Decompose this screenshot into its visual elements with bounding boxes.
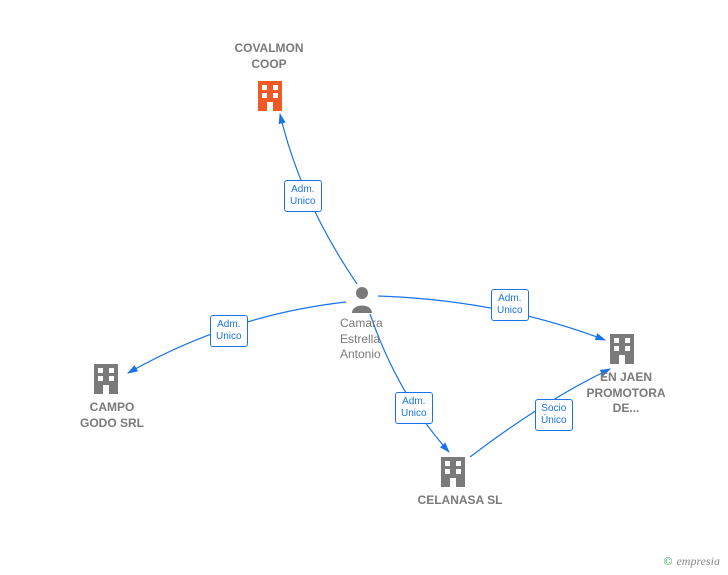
building-icon-celanasa bbox=[437, 453, 469, 489]
building-icon-covalmon bbox=[254, 77, 286, 113]
edge-badge-2: Adm. Unico bbox=[395, 392, 433, 424]
copyright-symbol: © bbox=[663, 554, 672, 568]
watermark: © empresia bbox=[663, 554, 720, 569]
node-label-campo: CAMPO GODO SRL bbox=[72, 400, 152, 431]
node-label-covalmon: COVALMON COOP bbox=[224, 41, 314, 72]
person-icon bbox=[350, 285, 374, 313]
node-label-person: Camara Estrella Antonio bbox=[340, 316, 400, 363]
edge-badge-0: Adm. Unico bbox=[284, 180, 322, 212]
edge-badge-3: Adm. Unico bbox=[491, 289, 529, 321]
edge-badge-4: Socio Único bbox=[535, 399, 573, 431]
node-label-celanasa: CELANASA SL bbox=[410, 493, 510, 509]
edge-badge-1: Adm. Unico bbox=[210, 315, 248, 347]
building-icon-enjaen bbox=[606, 330, 638, 366]
watermark-brand: empresia bbox=[676, 554, 720, 568]
node-label-enjaen: EN JAEN PROMOTORA DE... bbox=[576, 370, 676, 417]
building-icon-campo bbox=[90, 360, 122, 396]
